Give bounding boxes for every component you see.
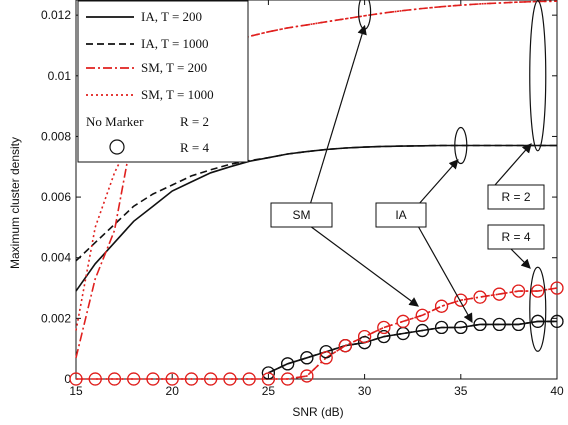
data-point [223, 372, 237, 386]
data-point [261, 366, 275, 380]
x-tick-label: 40 [550, 384, 564, 398]
data-point [396, 314, 410, 328]
data-point [165, 372, 179, 386]
annotation-label: R = 4 [501, 230, 530, 244]
annotation-arrow [494, 143, 532, 186]
legend: IA, T = 200 IA, T = 1000 SM, T = 200 SM, T … [77, 0, 249, 163]
x-tick-label: 15 [69, 384, 83, 398]
data-point [377, 329, 391, 344]
data-point [242, 372, 256, 386]
data-point [415, 308, 429, 322]
series-line [268, 320, 557, 374]
legend-marker-label: R = 2 [180, 114, 209, 129]
data-point [281, 372, 295, 386]
data-point [550, 281, 564, 295]
series-line [75, 0, 558, 331]
legend-label: SM, T = 1000 [141, 87, 214, 102]
legend-marker-note: No Marker [86, 114, 144, 129]
data-point [127, 372, 141, 386]
series-line [76, 287, 558, 380]
annotation-label: IA [395, 208, 406, 222]
annotation-ellipse [454, 126, 468, 165]
x-tick-label: 30 [358, 384, 372, 398]
y-tick-label: 0.006 [41, 190, 71, 204]
annotation-arrow [417, 225, 473, 324]
data-point [377, 320, 391, 335]
data-point [358, 336, 372, 350]
annotation-box [270, 202, 333, 228]
annotation-box [487, 224, 545, 250]
series-line [268, 320, 557, 374]
data-point [204, 372, 218, 386]
data-point [338, 339, 352, 353]
legend-label: SM, T = 200 [141, 60, 207, 75]
data-point [511, 284, 526, 298]
data-point [531, 284, 545, 298]
data-point [492, 287, 506, 301]
data-point [88, 372, 102, 386]
data-point [550, 314, 564, 328]
annotation-arrow [309, 225, 419, 307]
data-point [511, 317, 526, 332]
data-point [473, 290, 487, 304]
annotations: SM IA R = 2 R = 4 [270, 0, 547, 352]
axes: 15 20 25 30 35 40 0 0.002 0.004 0.006 0.008 0.01 0.0… [41, 0, 564, 398]
data-point [358, 329, 372, 344]
data-point [69, 372, 83, 386]
legend-circle-marker [109, 139, 125, 155]
y-axis-label: Maximum cluster density [8, 137, 22, 269]
data-point [319, 345, 333, 359]
annotation-label: SM [293, 208, 311, 222]
legend-label: IA, T = 1000 [141, 36, 209, 51]
legend-box [77, 0, 249, 163]
annotation-arrow [417, 159, 459, 206]
x-axis-label: SNR (dB) [292, 405, 343, 419]
data-point [261, 372, 275, 386]
x-tick-label: 35 [454, 384, 468, 398]
data-point [415, 323, 429, 338]
annotation-arrow [509, 247, 531, 269]
annotation-arrow [309, 24, 367, 206]
x-tick-label: 25 [262, 384, 276, 398]
data-point [454, 293, 468, 307]
data-point [281, 357, 295, 371]
data-point [319, 351, 333, 365]
data-point [300, 351, 314, 365]
data-point [492, 317, 506, 332]
data-point [107, 372, 122, 386]
data-point [184, 372, 199, 386]
y-tick-label: 0.004 [41, 251, 71, 265]
data-point [473, 317, 487, 332]
annotation-ellipse [529, 0, 547, 152]
annotation-box [487, 184, 545, 210]
y-tick-label: 0.002 [41, 311, 71, 325]
y-tick-label: 0.008 [41, 129, 71, 143]
markers [69, 281, 564, 386]
data-point [300, 369, 314, 383]
data-point [146, 372, 160, 386]
annotation-ellipse [529, 266, 547, 352]
y-tick-label: 0 [64, 372, 71, 386]
legend-label: IA, T = 200 [141, 9, 202, 24]
legend-marker-label: R = 4 [180, 140, 210, 155]
data-point [454, 320, 468, 335]
annotation-label: R = 2 [501, 190, 530, 204]
y-tick-label: 0.012 [41, 8, 71, 22]
plot-frame [75, 0, 558, 380]
x-tick-label: 20 [166, 384, 180, 398]
data-point [531, 314, 545, 328]
annotation-box [375, 202, 427, 228]
data-point [434, 320, 449, 335]
data-point [434, 299, 449, 313]
series-line [75, 144, 557, 262]
y-tick-label: 0.01 [48, 69, 72, 83]
